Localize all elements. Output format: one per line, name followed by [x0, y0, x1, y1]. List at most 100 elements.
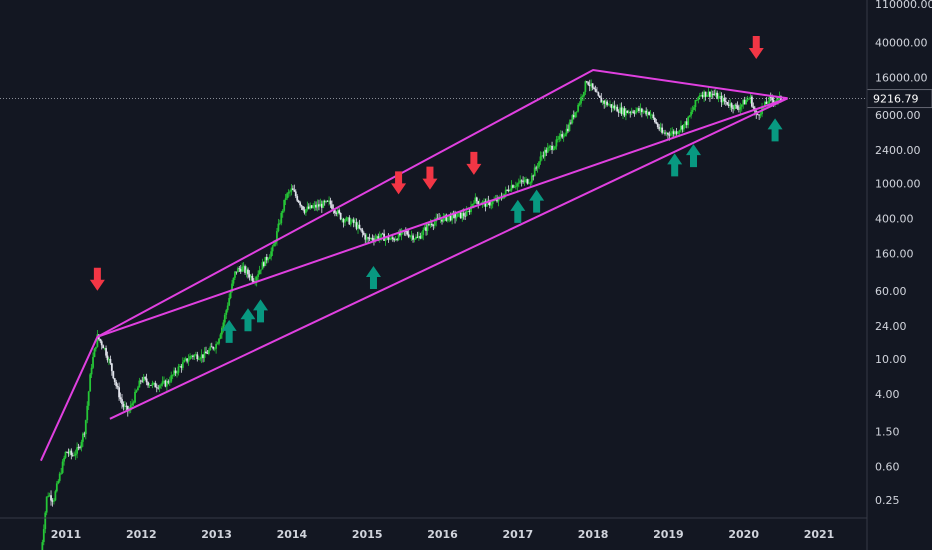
candle-body: [426, 224, 429, 231]
candle-body: [733, 104, 736, 110]
candle-body: [328, 200, 330, 202]
candle-body: [506, 189, 509, 191]
candle-body: [300, 205, 303, 207]
up-arrow-icon: [667, 153, 683, 177]
candle-body: [636, 108, 639, 111]
candle-body: [354, 222, 357, 224]
candle-body: [131, 403, 134, 406]
candle-body: [671, 131, 674, 134]
candle-body: [619, 107, 622, 113]
candle-body: [416, 236, 419, 238]
candle-body: [141, 380, 144, 382]
candle-body: [105, 348, 107, 356]
candle-body: [695, 99, 698, 101]
candle-body: [331, 204, 333, 209]
candle-body: [745, 100, 748, 105]
candle-body: [461, 213, 464, 219]
candle-body: [225, 310, 228, 315]
candle-body: [393, 238, 396, 241]
candle-body: [219, 334, 222, 339]
candle-body: [399, 232, 401, 236]
candle-body: [202, 354, 204, 358]
up-arrow-icon: [240, 308, 256, 332]
candle-body: [47, 495, 50, 497]
candle-body: [45, 496, 48, 513]
candle-body: [548, 146, 551, 148]
candle-body: [122, 403, 125, 407]
candle-body: [320, 203, 323, 208]
candle-body: [257, 274, 260, 277]
candle-body: [764, 101, 766, 107]
candle-body: [574, 112, 577, 118]
candle-body: [672, 131, 675, 135]
trendline: [109, 97, 789, 420]
candle-body: [727, 104, 730, 106]
candle-body: [129, 405, 132, 411]
candle-body: [196, 354, 199, 360]
candle-body: [751, 96, 753, 107]
candle-body: [155, 387, 158, 389]
candle-body: [613, 105, 616, 109]
candle-body: [516, 183, 519, 187]
x-tick-label: 2011: [51, 528, 82, 541]
candle-body: [54, 491, 57, 501]
candle-body: [652, 114, 655, 118]
candle-body: [312, 206, 315, 208]
candle-body: [307, 206, 310, 209]
candle-body: [222, 322, 225, 328]
candle-body: [160, 384, 162, 386]
candle-body: [539, 156, 542, 162]
candle-body: [270, 251, 273, 257]
candle-body: [179, 366, 181, 367]
x-tick-label: 2015: [352, 528, 383, 541]
candle-body: [642, 111, 645, 113]
down-arrow-icon: [422, 166, 438, 190]
candle-body: [691, 110, 694, 112]
candle-body: [344, 220, 346, 223]
candle-body: [238, 268, 241, 270]
y-tick-label: 0.60: [875, 461, 900, 474]
candle-body: [664, 132, 666, 134]
candle-body: [594, 89, 597, 92]
candle-body: [260, 269, 262, 271]
candle-body: [76, 447, 79, 454]
candle-body: [409, 235, 412, 237]
candle-body: [645, 110, 648, 115]
candle-body: [263, 262, 265, 266]
candle-body: [48, 495, 51, 497]
candle-body: [742, 100, 745, 105]
candle-body: [280, 212, 283, 224]
y-tick-label: 400.00: [875, 212, 914, 225]
candle-body: [145, 378, 148, 383]
candle-body: [491, 201, 494, 205]
candle-body: [629, 112, 632, 114]
candle-body: [181, 362, 184, 368]
candle-body: [583, 91, 585, 97]
candle-body: [396, 239, 399, 241]
candle-body: [604, 101, 607, 104]
candle-body: [387, 236, 390, 241]
candle-body: [118, 387, 120, 398]
candle-body: [739, 106, 742, 110]
candle-body: [203, 351, 206, 358]
candle-body: [384, 238, 387, 241]
candle-body: [625, 110, 627, 116]
candle-body: [724, 101, 727, 103]
candle-body: [704, 91, 707, 97]
candle-body: [423, 227, 426, 231]
candle-body: [309, 205, 312, 209]
candle-body: [106, 355, 109, 361]
candle-body: [380, 233, 383, 237]
candle-body: [261, 262, 264, 270]
candle-body: [176, 372, 178, 374]
candle-body: [677, 132, 679, 134]
candle-body: [665, 132, 668, 134]
candle-body: [694, 99, 697, 108]
candle-body: [265, 256, 268, 261]
candle-body: [623, 108, 626, 116]
arrow-layer: [89, 36, 783, 343]
candle-body: [454, 213, 456, 219]
candle-body: [585, 81, 588, 83]
